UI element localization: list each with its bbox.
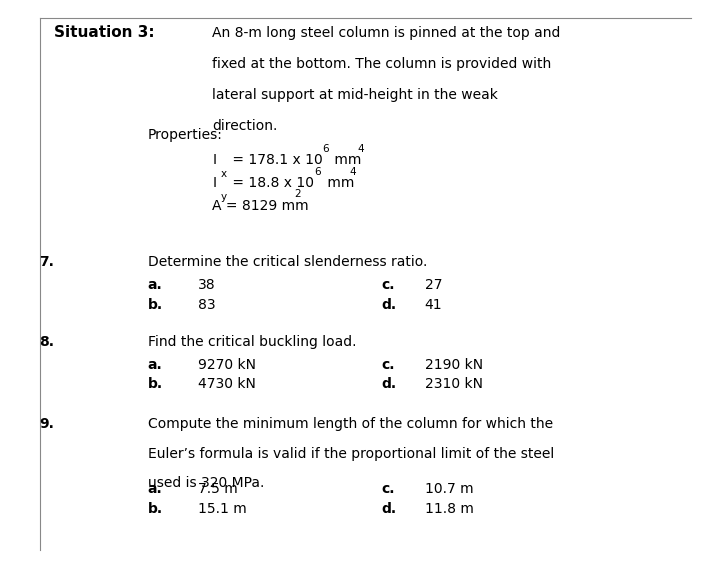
Text: c.: c. xyxy=(382,358,395,371)
Text: d.: d. xyxy=(382,502,397,516)
Text: y: y xyxy=(221,192,228,202)
Text: 9.: 9. xyxy=(40,417,55,431)
Text: 11.8 m: 11.8 m xyxy=(425,502,474,516)
Text: 8.: 8. xyxy=(40,335,55,349)
Text: Compute the minimum length of the column for which the: Compute the minimum length of the column… xyxy=(148,417,553,431)
Text: fixed at the bottom. The column is provided with: fixed at the bottom. The column is provi… xyxy=(212,57,552,71)
Text: c.: c. xyxy=(382,483,395,496)
Text: d.: d. xyxy=(382,378,397,391)
Text: 2: 2 xyxy=(294,189,300,200)
Text: 7.: 7. xyxy=(40,256,55,269)
Text: Properties:: Properties: xyxy=(148,128,222,142)
Text: b.: b. xyxy=(148,298,163,312)
Text: mm: mm xyxy=(323,176,355,190)
Text: 4730 kN: 4730 kN xyxy=(198,378,256,391)
Text: 6: 6 xyxy=(322,144,328,154)
Text: 10.7 m: 10.7 m xyxy=(425,483,474,496)
Text: 83: 83 xyxy=(198,298,215,312)
Text: Find the critical buckling load.: Find the critical buckling load. xyxy=(148,335,356,349)
Text: 9270 kN: 9270 kN xyxy=(198,358,256,371)
Text: a.: a. xyxy=(148,278,162,292)
Text: 7.5 m: 7.5 m xyxy=(198,483,238,496)
Text: 2190 kN: 2190 kN xyxy=(425,358,483,371)
Text: lateral support at mid-height in the weak: lateral support at mid-height in the wea… xyxy=(212,88,498,102)
Text: 38: 38 xyxy=(198,278,215,292)
Text: 4: 4 xyxy=(350,167,356,177)
Text: 41: 41 xyxy=(425,298,442,312)
Text: Determine the critical slenderness ratio.: Determine the critical slenderness ratio… xyxy=(148,256,427,269)
Text: d.: d. xyxy=(382,298,397,312)
Text: b.: b. xyxy=(148,502,163,516)
Text: = 18.8 x 10: = 18.8 x 10 xyxy=(228,176,314,190)
Text: 2310 kN: 2310 kN xyxy=(425,378,483,391)
Text: Situation 3:: Situation 3: xyxy=(54,25,155,40)
Text: I: I xyxy=(212,154,217,167)
Text: = 178.1 x 10: = 178.1 x 10 xyxy=(228,154,323,167)
Text: b.: b. xyxy=(148,378,163,391)
Text: a.: a. xyxy=(148,483,162,496)
Text: direction.: direction. xyxy=(212,120,278,133)
Text: used is 320 MPa.: used is 320 MPa. xyxy=(148,476,264,490)
Text: An 8-m long steel column is pinned at the top and: An 8-m long steel column is pinned at th… xyxy=(212,26,561,40)
Text: mm: mm xyxy=(330,154,362,167)
Text: 15.1 m: 15.1 m xyxy=(198,502,247,516)
Text: Euler’s formula is valid if the proportional limit of the steel: Euler’s formula is valid if the proporti… xyxy=(148,447,554,460)
Text: 4: 4 xyxy=(357,144,364,154)
Text: 27: 27 xyxy=(425,278,442,292)
Text: 6: 6 xyxy=(315,167,321,177)
Text: x: x xyxy=(221,169,228,179)
Text: A = 8129 mm: A = 8129 mm xyxy=(212,199,309,213)
Text: I: I xyxy=(212,176,217,190)
Text: a.: a. xyxy=(148,358,162,371)
Text: c.: c. xyxy=(382,278,395,292)
